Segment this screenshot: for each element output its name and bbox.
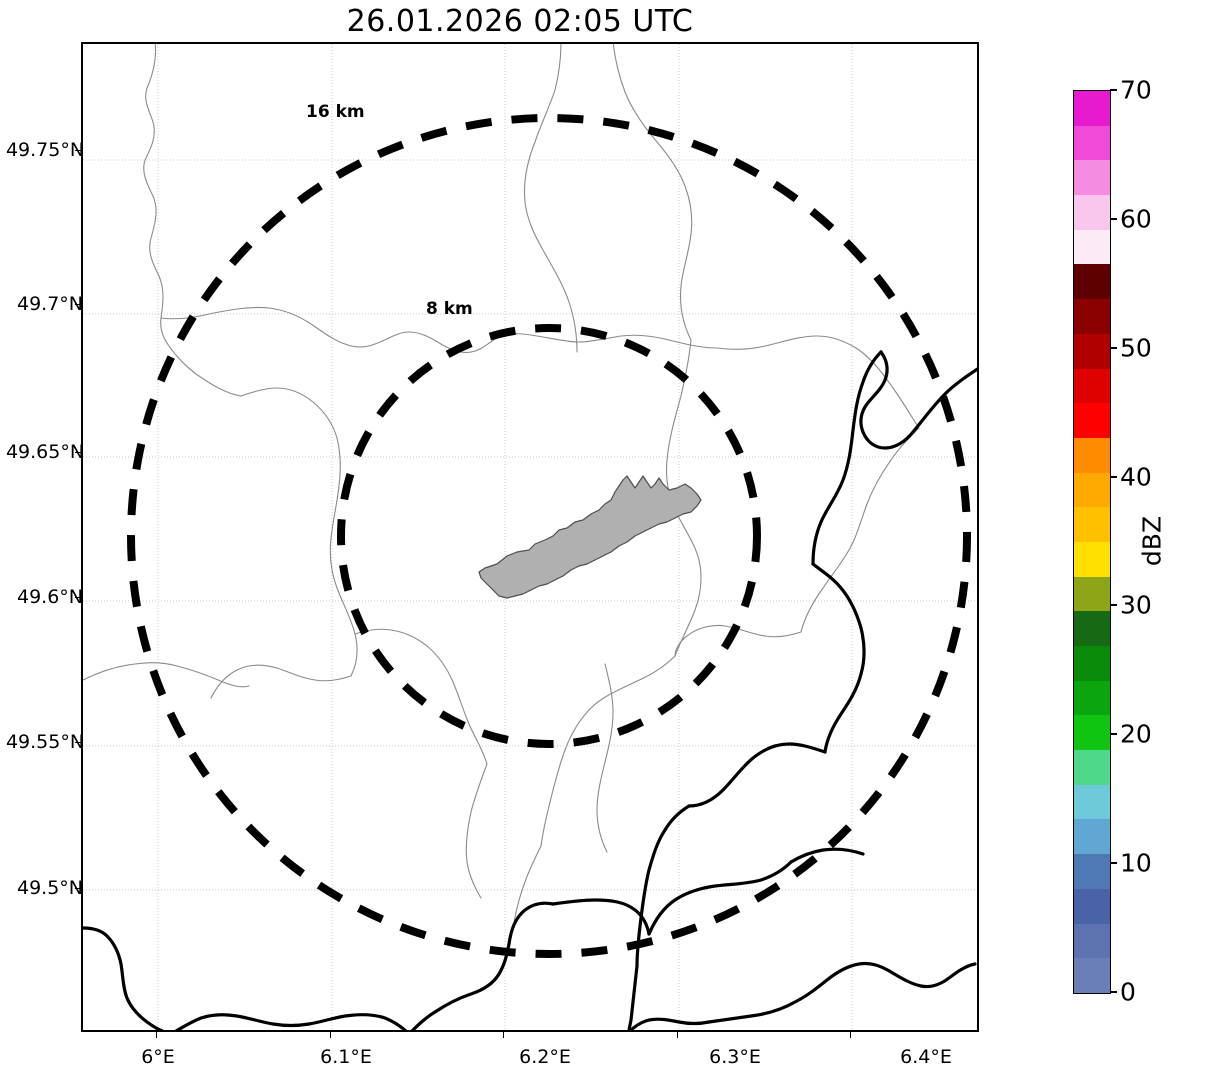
y-tick-label-1: 49.7°N <box>16 293 84 315</box>
y-tick-label-4: 49.55°N <box>5 731 85 753</box>
y-tick-label-5: 49.5°N <box>16 877 84 899</box>
colorbar-band-18 <box>1074 333 1110 369</box>
y-tick-mark-2 <box>75 452 81 453</box>
colorbar-band-7 <box>1074 715 1110 751</box>
colorbar-band-4 <box>1074 819 1110 855</box>
colorbar-tick-mark-4 <box>1110 475 1117 478</box>
colorbar-tick-label-0: 0 <box>1120 977 1136 1007</box>
colorbar-axis-label: dBZ <box>1137 515 1167 567</box>
colorbar-tick-label-1: 10 <box>1120 848 1152 878</box>
colorbar-tick-label-6: 60 <box>1120 204 1152 234</box>
range-ring-label-16km: 16 km <box>306 102 365 122</box>
y-tick-label-2: 49.65°N <box>5 441 85 463</box>
colorbar-band-1 <box>1074 923 1110 959</box>
colorbar[interactable] <box>1073 90 1111 994</box>
x-tick-label-3: 6.3°E <box>709 1046 761 1068</box>
colorbar-band-0 <box>1074 958 1110 993</box>
page-title: 26.01.2026 02:05 UTC <box>346 4 694 39</box>
colorbar-tick-label-4: 40 <box>1120 462 1152 492</box>
colorbar-band-3 <box>1074 854 1110 889</box>
colorbar-band-20 <box>1074 264 1110 300</box>
x-tick-label-2: 6.2°E <box>519 1046 571 1068</box>
colorbar-band-22 <box>1074 195 1110 230</box>
colorbar-band-10 <box>1074 611 1110 646</box>
colorbar-tick-label-2: 20 <box>1120 719 1152 749</box>
x-tick-mark-2 <box>503 1032 504 1038</box>
colorbar-band-2 <box>1074 888 1110 924</box>
colorbar-tick-mark-5 <box>1110 346 1117 349</box>
colorbar-band-23 <box>1074 160 1110 196</box>
map-gridlines <box>83 44 977 1030</box>
lake-polygon <box>478 475 702 599</box>
colorbar-band-16 <box>1074 403 1110 438</box>
country-borders <box>83 350 977 1030</box>
y-tick-label-3: 49.6°N <box>16 586 84 608</box>
x-tick-label-1: 6.1°E <box>320 1046 372 1068</box>
colorbar-band-14 <box>1074 472 1110 508</box>
colorbar-band-9 <box>1074 646 1110 681</box>
admin-boundaries <box>83 44 920 931</box>
colorbar-tick-mark-7 <box>1110 89 1117 91</box>
colorbar-band-11 <box>1074 576 1110 612</box>
y-tick-label-0: 49.75°N <box>5 139 85 161</box>
range-ring-label-8km: 8 km <box>426 299 473 319</box>
colorbar-tick-label-3: 30 <box>1120 590 1152 620</box>
colorbar-tick-mark-0 <box>1110 991 1117 993</box>
colorbar-band-8 <box>1074 680 1110 716</box>
colorbar-tick-mark-2 <box>1110 733 1117 736</box>
colorbar-band-5 <box>1074 784 1110 820</box>
colorbar-band-21 <box>1074 229 1110 265</box>
colorbar-band-13 <box>1074 507 1110 542</box>
y-tick-mark-5 <box>75 888 81 889</box>
colorbar-band-25 <box>1074 91 1110 126</box>
colorbar-band-24 <box>1074 125 1110 161</box>
map-canvas <box>83 44 977 1030</box>
colorbar-band-17 <box>1074 368 1110 404</box>
x-tick-label-4: 6.4°E <box>900 1046 952 1068</box>
colorbar-tick-label-7: 70 <box>1120 75 1152 105</box>
colorbar-band-6 <box>1074 750 1110 785</box>
colorbar-tick-mark-6 <box>1110 217 1117 220</box>
y-tick-mark-4 <box>75 742 81 743</box>
x-tick-mark-3 <box>677 1032 678 1038</box>
y-tick-mark-0 <box>75 150 81 151</box>
range-ring-8km <box>337 324 761 748</box>
x-tick-mark-1 <box>330 1032 331 1038</box>
range-ring-16km <box>127 114 971 958</box>
y-tick-mark-3 <box>75 597 81 598</box>
colorbar-band-15 <box>1074 437 1110 473</box>
colorbar-band-19 <box>1074 299 1110 334</box>
colorbar-tick-mark-3 <box>1110 604 1117 607</box>
y-tick-mark-1 <box>75 304 81 305</box>
colorbar-band-12 <box>1074 541 1110 577</box>
map-plot-area[interactable]: 16 km 8 km <box>81 42 979 1032</box>
x-tick-label-0: 6°E <box>141 1046 175 1068</box>
x-tick-mark-4 <box>850 1032 851 1038</box>
x-tick-mark-0 <box>156 1032 157 1038</box>
range-rings <box>127 114 971 958</box>
colorbar-tick-mark-1 <box>1110 862 1117 865</box>
colorbar-tick-label-5: 50 <box>1120 333 1152 363</box>
